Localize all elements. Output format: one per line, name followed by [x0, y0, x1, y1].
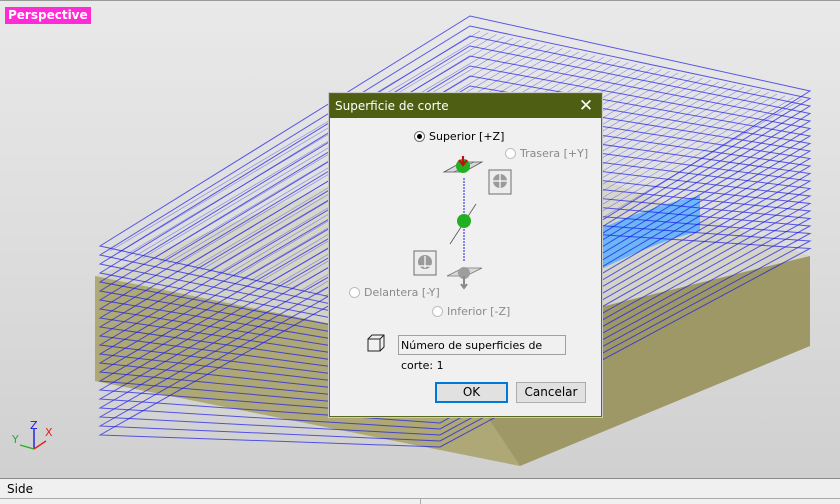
- orientation-diagram: [367, 156, 512, 352]
- dialog-title: Superficie de corte: [335, 99, 449, 113]
- close-icon[interactable]: ✕: [578, 96, 594, 116]
- back-view-icon: [488, 169, 512, 195]
- cutting-surface-count-field: Número de superficies de corte: 1: [398, 335, 566, 372]
- center-sphere-icon: [457, 214, 471, 228]
- dialog-titlebar[interactable]: Superficie de corte ✕: [330, 94, 601, 118]
- radio-label-trasera: Trasera [+Y]: [520, 147, 589, 160]
- radio-trasera[interactable]: Trasera [+Y]: [505, 147, 588, 160]
- cancel-button[interactable]: Cancelar: [516, 382, 586, 403]
- toolpath-hatch: [134, 35, 505, 257]
- radio-dot[interactable]: [432, 306, 443, 317]
- axis-z-label: Z: [30, 419, 38, 432]
- radio-dot[interactable]: [414, 131, 425, 142]
- cutting-surface-dialog: Superficie de corte ✕ Superior [+Z] Tras…: [329, 93, 602, 417]
- status-view-name: Side: [7, 482, 33, 496]
- ok-button[interactable]: OK: [435, 382, 508, 403]
- radio-label-delantera: Delantera [-Y]: [364, 286, 440, 299]
- top-plane-icon: [442, 156, 484, 173]
- cube-icon: [367, 334, 385, 352]
- radio-superior[interactable]: Superior [+Z]: [414, 130, 504, 143]
- front-view-icon: [413, 250, 437, 276]
- axis-y-label: Y: [11, 433, 19, 446]
- status-bar: Side: [0, 478, 840, 504]
- radio-inferior[interactable]: Inferior [-Z]: [432, 305, 510, 318]
- axis-triad-icon: Z X Y: [11, 419, 53, 450]
- toolpath-layer: [98, 15, 812, 322]
- toolpath-hatch: [118, 32, 489, 254]
- toolpath-hatch: [126, 34, 497, 255]
- toolpath-hatch: [109, 30, 481, 252]
- bottom-plane-icon: [446, 267, 483, 290]
- radio-label-superior: Superior [+Z]: [429, 130, 505, 143]
- viewport-title[interactable]: Perspective: [5, 7, 91, 24]
- toolpath-hatch: [142, 37, 514, 259]
- radio-label-inferior: Inferior [-Z]: [447, 305, 511, 318]
- status-separator: [420, 498, 421, 504]
- radio-dot[interactable]: [349, 287, 360, 298]
- radio-dot[interactable]: [505, 148, 516, 159]
- radio-delantera[interactable]: Delantera [-Y]: [349, 286, 440, 299]
- axis-x-label: X: [45, 426, 53, 439]
